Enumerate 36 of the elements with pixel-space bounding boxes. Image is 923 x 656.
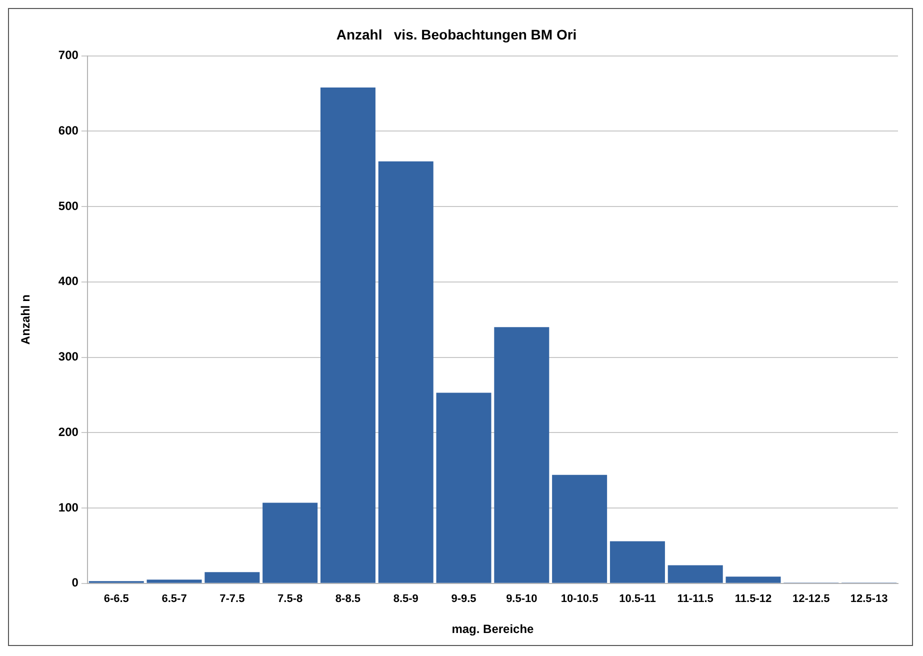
x-tick-label: 9-9.5	[451, 593, 476, 606]
x-tick-label: 9.5-10	[506, 593, 538, 606]
bar	[262, 502, 318, 583]
bar	[552, 474, 608, 583]
bar	[378, 161, 434, 583]
x-tick-label: 8.5-9	[393, 593, 418, 606]
x-tick-label: 11.5-12	[734, 593, 772, 606]
x-tick-label: 6.5-7	[162, 593, 187, 606]
bar	[436, 392, 492, 583]
y-tick-label: 0	[72, 576, 79, 590]
x-tick-label: 6-6.5	[104, 593, 129, 606]
x-tick-label: 7.5-8	[278, 593, 303, 606]
bar	[610, 541, 665, 583]
bar	[204, 572, 260, 583]
x-tick-label: 12.5-13	[850, 593, 888, 606]
bar	[726, 576, 781, 583]
chart-title: Anzahl vis. Beobachtungen BM Ori	[336, 26, 577, 42]
bar	[494, 327, 550, 583]
y-tick-label: 400	[58, 274, 79, 288]
y-tick-label: 500	[58, 198, 79, 213]
x-tick-label: 8-8.5	[335, 593, 361, 606]
y-axis-title: Anzahl n	[18, 294, 33, 345]
y-tick-label: 600	[58, 123, 79, 138]
bar	[668, 565, 723, 583]
x-tick-label: 11-11.5	[677, 593, 714, 606]
x-tick-label: 7-7.5	[220, 593, 245, 606]
y-tick-label: 300	[58, 350, 79, 364]
y-tick-label: 200	[58, 424, 79, 439]
y-tick-label: 700	[58, 48, 79, 62]
bar	[320, 87, 376, 583]
bar	[146, 580, 202, 583]
y-tick-label: 100	[58, 500, 79, 514]
x-tick-label: 12-12.5	[792, 593, 830, 606]
x-axis-title: mag. Bereiche	[452, 622, 534, 636]
x-tick-label: 10.5-11	[619, 593, 656, 606]
x-tick-label: 10-10.5	[560, 593, 598, 606]
